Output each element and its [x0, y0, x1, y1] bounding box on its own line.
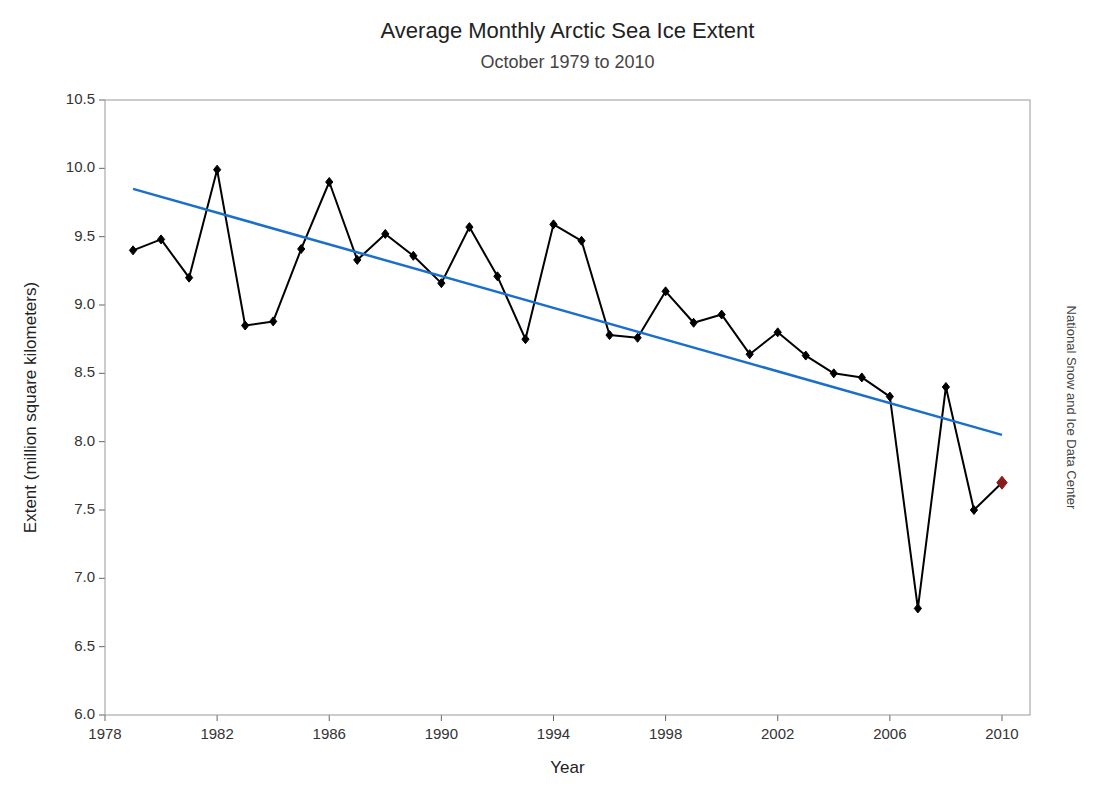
trend-line: [133, 189, 1002, 435]
y-tick-label: 6.0: [74, 705, 95, 722]
y-tick: [99, 236, 105, 237]
x-tick-label: 1978: [88, 725, 121, 742]
y-tick-label: 8.5: [74, 363, 95, 380]
y-tick-label: 7.0: [74, 568, 95, 585]
marker: [354, 255, 361, 264]
marker: [270, 317, 277, 326]
marker: [214, 165, 221, 174]
markers: [129, 165, 1007, 613]
marker: [298, 244, 305, 253]
chart: 6.0 6.5 7.0 7.5 8.0 8.5 9.0 9.5 10.0 10.5 1978 1982…: [0, 0, 1112, 800]
highlight-marker: [997, 476, 1007, 489]
subtitle: October 1979 to 2010: [480, 52, 654, 72]
marker: [438, 279, 445, 288]
y-axis: 6.0 6.5 7.0 7.5 8.0 8.5 9.0 9.5 10.0 10.5: [66, 90, 105, 722]
y-tick: [99, 168, 105, 169]
x-tick: [441, 715, 442, 721]
marker: [746, 350, 753, 359]
y-tick-label: 10.5: [66, 90, 95, 107]
y-axis-label: Extent (million square kilometers): [21, 282, 40, 533]
y-tick: [99, 715, 105, 716]
x-axis-label: Year: [550, 758, 585, 777]
marker: [802, 351, 809, 360]
marker: [550, 220, 557, 229]
x-tick: [1001, 715, 1002, 721]
x-tick-label: 1994: [537, 725, 570, 742]
marker: [382, 229, 389, 238]
x-tick: [329, 715, 330, 721]
marker: [494, 272, 501, 281]
x-tick: [889, 715, 890, 721]
marker: [129, 246, 136, 255]
y-tick-label: 9.5: [74, 227, 95, 244]
y-tick: [99, 578, 105, 579]
marker: [185, 273, 192, 282]
y-tick-label: 10.0: [66, 158, 95, 175]
marker: [718, 310, 725, 319]
y-tick-label: 7.5: [74, 500, 95, 517]
marker: [662, 287, 669, 296]
x-axis: 1978 1982 1986 1990 1994 1998 2002 2006 2010: [88, 715, 1018, 742]
marker: [942, 383, 949, 392]
annotation: National Snow and Ice Data Center: [1064, 306, 1079, 510]
y-tick-label: 6.5: [74, 637, 95, 654]
marker: [522, 335, 529, 344]
x-tick-label: 1990: [425, 725, 458, 742]
marker: [690, 318, 697, 327]
y-tick: [99, 646, 105, 647]
marker: [634, 333, 641, 342]
data-line: [133, 170, 1002, 609]
marker: [578, 236, 585, 245]
title: Average Monthly Arctic Sea Ice Extent: [381, 18, 755, 43]
marker: [242, 321, 249, 330]
marker: [606, 331, 613, 340]
y-tick-label: 8.0: [74, 432, 95, 449]
marker: [157, 235, 164, 244]
marker: [886, 392, 893, 401]
x-tick-label: 1998: [649, 725, 682, 742]
marker: [970, 506, 977, 515]
y-tick: [99, 100, 105, 101]
x-tick: [665, 715, 666, 721]
x-tick: [217, 715, 218, 721]
marker: [410, 251, 417, 260]
x-tick-label: 2010: [985, 725, 1018, 742]
y-tick: [99, 373, 105, 374]
x-tick: [553, 715, 554, 721]
marker: [326, 178, 333, 187]
plot-frame: [105, 100, 1030, 715]
marker: [774, 328, 781, 337]
x-tick: [777, 715, 778, 721]
x-tick-label: 2006: [873, 725, 906, 742]
y-tick-label: 9.0: [74, 295, 95, 312]
marker: [914, 604, 921, 613]
y-tick: [99, 441, 105, 442]
x-tick-label: 1986: [313, 725, 346, 742]
y-tick: [99, 510, 105, 511]
marker: [858, 373, 865, 382]
marker: [466, 223, 473, 232]
x-tick-label: 1982: [200, 725, 233, 742]
x-tick: [105, 715, 106, 721]
plot-area: [133, 170, 1002, 609]
y-tick: [99, 305, 105, 306]
marker: [830, 369, 837, 378]
x-tick-label: 2002: [761, 725, 794, 742]
